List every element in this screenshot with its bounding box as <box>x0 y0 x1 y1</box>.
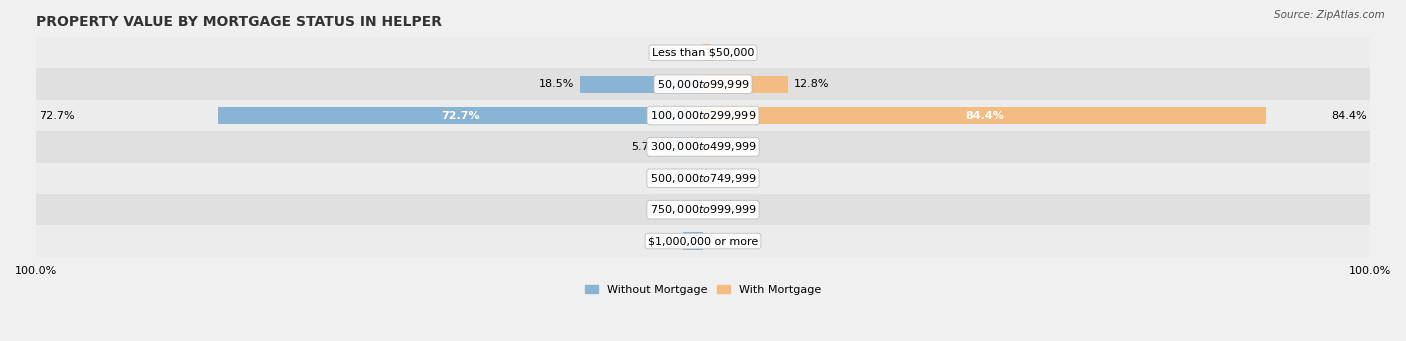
Text: 18.5%: 18.5% <box>538 79 574 89</box>
Bar <box>37 100 1369 131</box>
Text: 0.0%: 0.0% <box>669 205 697 215</box>
Text: Source: ZipAtlas.com: Source: ZipAtlas.com <box>1274 10 1385 20</box>
Legend: Without Mortgage, With Mortgage: Without Mortgage, With Mortgage <box>581 281 825 299</box>
Bar <box>579 76 703 93</box>
Text: 0.0%: 0.0% <box>709 236 737 246</box>
Text: 12.8%: 12.8% <box>794 79 830 89</box>
Text: Less than $50,000: Less than $50,000 <box>652 48 754 58</box>
Bar <box>703 76 789 93</box>
Bar <box>37 131 1369 163</box>
Text: 0.0%: 0.0% <box>669 173 697 183</box>
Text: 0.0%: 0.0% <box>669 48 697 58</box>
Bar <box>703 138 714 155</box>
Text: 84.4%: 84.4% <box>965 110 1004 121</box>
Text: $750,000 to $999,999: $750,000 to $999,999 <box>650 203 756 216</box>
Text: $500,000 to $749,999: $500,000 to $749,999 <box>650 172 756 185</box>
Bar <box>37 225 1369 257</box>
Text: 1.7%: 1.7% <box>720 142 748 152</box>
Bar <box>703 44 711 61</box>
Text: 3.0%: 3.0% <box>650 236 678 246</box>
Bar <box>37 37 1369 69</box>
Bar <box>665 138 703 155</box>
Bar <box>703 107 1265 124</box>
Text: 0.0%: 0.0% <box>709 173 737 183</box>
Text: $300,000 to $499,999: $300,000 to $499,999 <box>650 140 756 153</box>
Bar <box>683 233 703 250</box>
Bar <box>37 163 1369 194</box>
Text: 72.7%: 72.7% <box>39 110 75 121</box>
Bar <box>37 69 1369 100</box>
Text: 84.4%: 84.4% <box>1331 110 1367 121</box>
Bar <box>218 107 703 124</box>
Text: 1.2%: 1.2% <box>716 48 745 58</box>
Text: PROPERTY VALUE BY MORTGAGE STATUS IN HELPER: PROPERTY VALUE BY MORTGAGE STATUS IN HEL… <box>37 15 441 29</box>
Text: 0.0%: 0.0% <box>709 205 737 215</box>
Text: 72.7%: 72.7% <box>441 110 479 121</box>
Text: $100,000 to $299,999: $100,000 to $299,999 <box>650 109 756 122</box>
Text: $1,000,000 or more: $1,000,000 or more <box>648 236 758 246</box>
Text: 5.7%: 5.7% <box>631 142 659 152</box>
Bar <box>37 194 1369 225</box>
Text: $50,000 to $99,999: $50,000 to $99,999 <box>657 78 749 91</box>
